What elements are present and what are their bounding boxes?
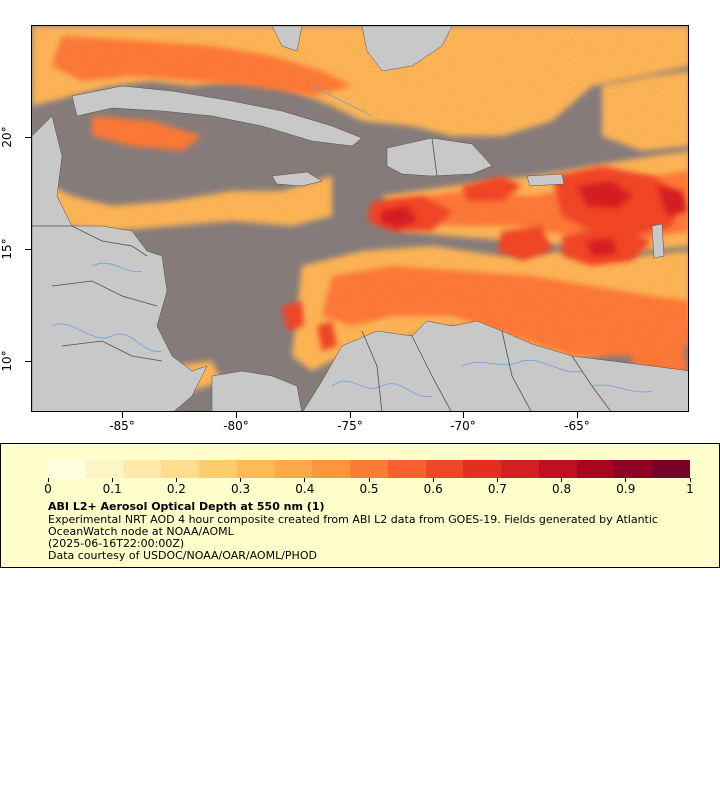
colorbar-tick-label: 0 — [44, 482, 52, 496]
latitude-label-20: 20° — [0, 126, 14, 148]
land-florida — [271, 26, 303, 52]
colorbar-swatch — [312, 460, 351, 478]
latitude-label-15: 15° — [0, 238, 14, 260]
colorbar-tick — [432, 478, 434, 482]
colorbar-swatch — [652, 460, 691, 478]
longitude-label-75w: -75° — [337, 419, 363, 433]
colorbar-tick-label: 0.3 — [231, 482, 251, 496]
legend-description-line2: OceanWatch node at NOAA/AOML — [48, 525, 234, 538]
land-panama-colombia-west — [211, 370, 302, 411]
colorbar-swatch — [199, 460, 237, 478]
latitude-label-10: 10° — [0, 350, 14, 372]
legend-credit: Data courtesy of USDOC/NOAA/OAR/AOML/PHO… — [48, 549, 317, 562]
colorbar-swatch — [463, 460, 502, 478]
legend-title: ABI L2+ Aerosol Optical Depth at 550 nm … — [48, 500, 325, 513]
colorbar-swatch — [576, 460, 615, 478]
colorbar — [48, 460, 691, 478]
land-lesser-antilles — [651, 223, 665, 259]
legend-panel: 0 0.1 0.2 0.3 0.4 0.5 0.6 0.7 0.8 0.9 1 ABI L2+ Ae… — [0, 443, 720, 568]
colorbar-tick-label: 0.1 — [102, 482, 122, 496]
land-bahamas — [361, 26, 453, 72]
colorbar-tick-label: 0.5 — [359, 482, 379, 496]
axis-tick — [577, 412, 578, 418]
colorbar-tick — [47, 478, 49, 482]
colorbar-swatch — [501, 460, 539, 478]
land-mexico-central-america — [32, 115, 208, 411]
colorbar-swatch — [350, 460, 388, 478]
colorbar-swatch — [161, 460, 200, 478]
colorbar-swatch — [614, 460, 653, 478]
colorbar-swatch — [538, 460, 577, 478]
land-hispaniola — [386, 137, 493, 177]
colorbar-tick — [689, 478, 691, 482]
colorbar-swatch — [274, 460, 313, 478]
colorbar-tick-label: 0.7 — [487, 482, 507, 496]
colorbar-tick-label: 0.6 — [423, 482, 443, 496]
longitude-label-80w: -80° — [223, 419, 249, 433]
axis-tick — [25, 249, 31, 250]
axis-tick — [25, 361, 31, 362]
land-masses — [32, 26, 688, 411]
colorbar-swatch — [48, 460, 86, 478]
colorbar-swatch — [85, 460, 124, 478]
colorbar-swatch — [123, 460, 162, 478]
axis-tick — [350, 412, 351, 418]
colorbar-tick-label: 0.2 — [166, 482, 186, 496]
colorbar-swatch — [425, 460, 464, 478]
axis-tick — [463, 412, 464, 418]
land-south-america — [302, 320, 688, 411]
legend-timestamp: (2025-06-16T22:00:00Z) — [48, 537, 185, 550]
aod-map-svg — [32, 26, 688, 411]
colorbar-swatch — [236, 460, 275, 478]
colorbar-tick — [304, 478, 306, 482]
political-borders — [32, 137, 612, 411]
colorbar-tick-label: 1 — [686, 482, 694, 496]
colorbar-tick — [368, 478, 370, 482]
colorbar-tick — [240, 478, 242, 482]
axis-tick — [236, 412, 237, 418]
axis-tick — [122, 412, 123, 418]
land-puerto-rico — [526, 173, 565, 187]
colorbar-tick — [175, 478, 177, 482]
colorbar-tick — [496, 478, 498, 482]
land-cuba — [71, 85, 363, 147]
legend-description-line1: Experimental NRT AOD 4 hour composite cr… — [48, 513, 658, 526]
longitude-label-65w: -65° — [564, 419, 590, 433]
colorbar-swatch — [387, 460, 426, 478]
longitude-label-85w: -85° — [109, 419, 135, 433]
colorbar-tick-label: 0.4 — [295, 482, 315, 496]
longitude-label-70w: -70° — [450, 419, 476, 433]
aod-map — [31, 25, 689, 412]
colorbar-tick-label: 0.9 — [616, 482, 636, 496]
colorbar-tick — [561, 478, 563, 482]
axis-tick — [25, 137, 31, 138]
colorbar-tick — [625, 478, 627, 482]
rivers — [51, 85, 653, 398]
colorbar-tick-label: 0.8 — [552, 482, 572, 496]
land-jamaica — [271, 171, 323, 187]
colorbar-tick — [111, 478, 113, 482]
